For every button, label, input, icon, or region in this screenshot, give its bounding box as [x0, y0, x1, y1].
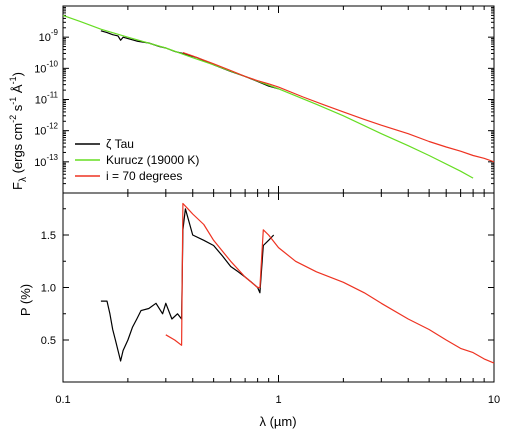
top-y-tick-labels: 10-9 10-10 10-11 10-12 10-13: [34, 28, 58, 169]
bottom-y-tick-labels: 0.5 1.0 1.5: [41, 230, 56, 347]
legend-label-zeta-tau: ζ Tau: [106, 137, 134, 151]
top-series-kurucz-19000-k: [62, 14, 474, 179]
y-tick-label: 1.5: [41, 230, 56, 242]
top-panel: 10-9 10-10 10-11 10-12 10-13 Fλ (ergs cm-2 s…: [8, 5, 495, 194]
x-axis-title: λ (µm): [259, 414, 296, 429]
legend: ζ Tau Kurucz (19000 K) i = 70 degrees: [75, 137, 199, 183]
y-tick-label: 10-12: [34, 122, 58, 138]
bottom-plot-frame: [62, 192, 495, 383]
y-tick-label: 10-10: [34, 59, 58, 75]
legend-label-model: i = 70 degrees: [106, 169, 182, 183]
legend-label-kurucz: Kurucz (19000 K): [106, 153, 199, 167]
y-tick-label: 10-13: [34, 153, 58, 169]
y-tick-label: 0.5: [41, 335, 56, 347]
x-tick-label: 10: [488, 394, 500, 406]
y-tick-label: 1.0: [41, 283, 56, 295]
bottom-axis-ticks: [62, 193, 494, 382]
top-series-tau: [100, 30, 279, 90]
bottom-panel: 0.5 1.0 1.5 0.1 1 10 P (%) λ (µm): [18, 192, 500, 429]
bottom-y-axis-title: P (%): [18, 284, 33, 316]
top-series-i-70-degrees: [182, 52, 495, 163]
bottom-series-tau: [100, 208, 275, 362]
bottom-x-tick-labels: 0.1 1 10: [55, 394, 500, 406]
bottom-series-i-70-degrees: [165, 202, 495, 364]
y-tick-label: 10-11: [35, 91, 59, 107]
top-series-layer: [62, 14, 495, 179]
y-tick-label: 10-9: [39, 28, 59, 44]
top-y-axis-title: Fλ (ergs cm-2 s-1 Å-1): [8, 72, 29, 190]
bottom-series-layer: [100, 202, 495, 364]
x-tick-label: 1: [275, 394, 281, 406]
x-tick-label: 0.1: [55, 394, 70, 406]
